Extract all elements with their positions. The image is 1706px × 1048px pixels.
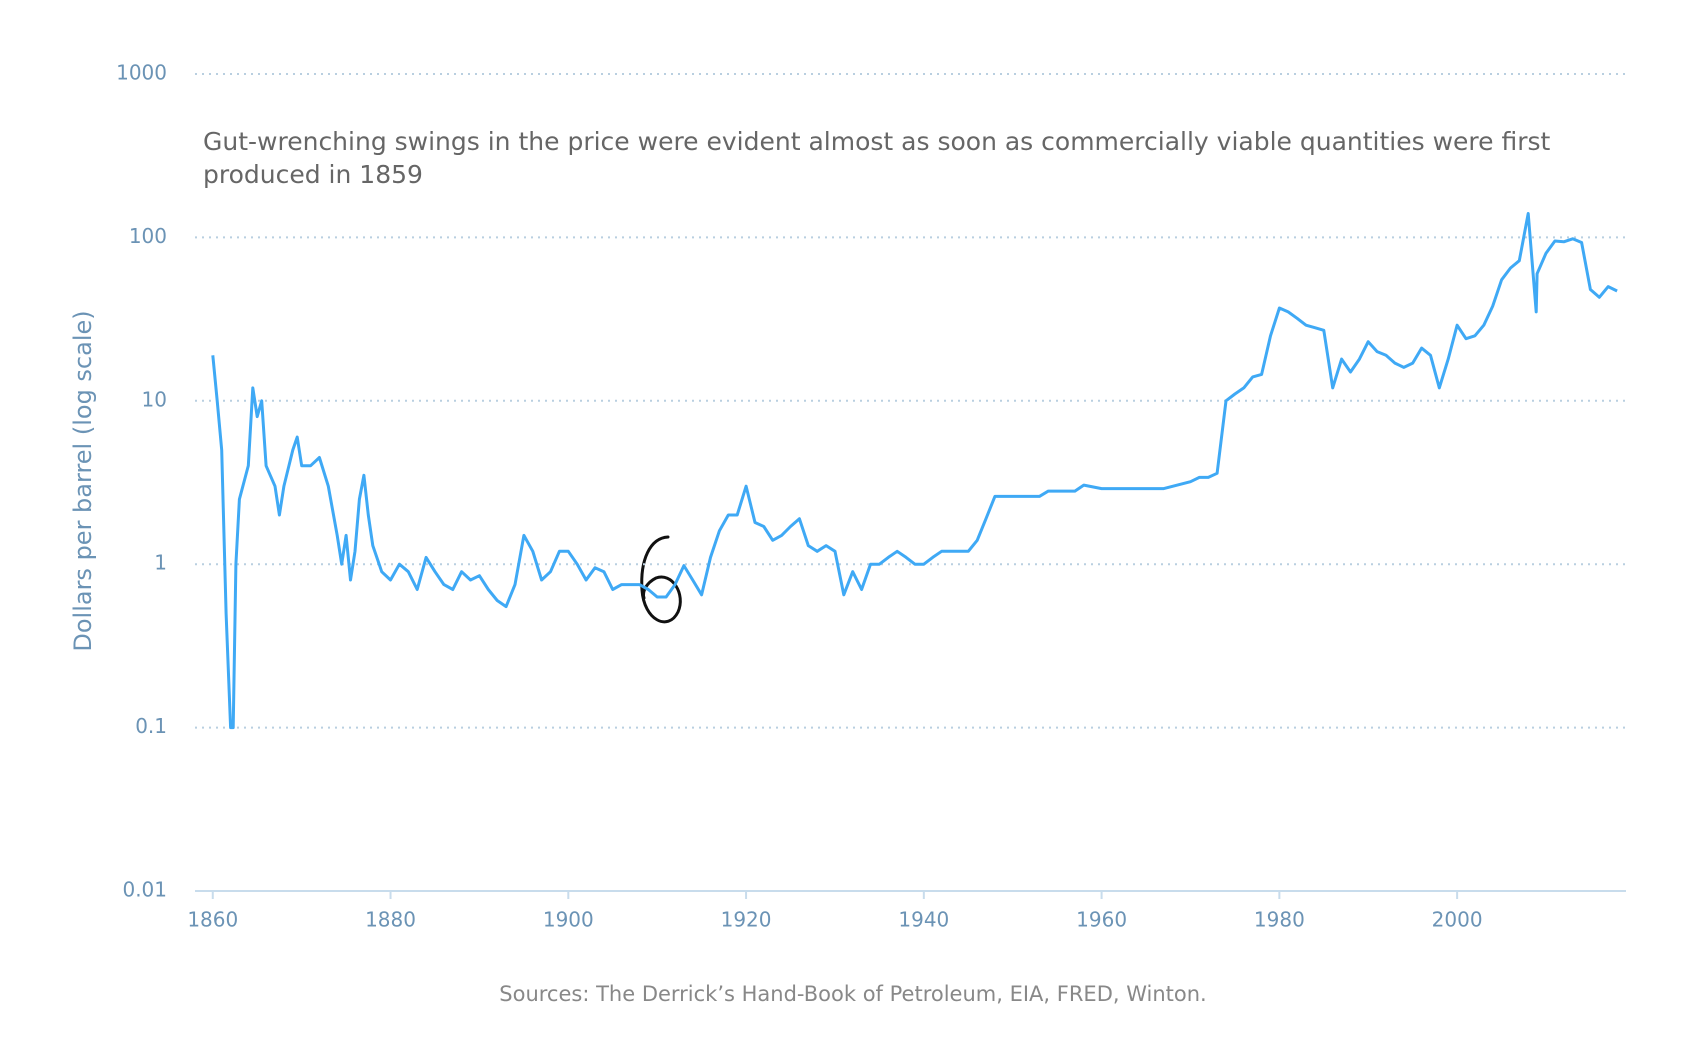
y-tick-label: 0.1	[135, 714, 167, 738]
y-tick-label: 0.01	[122, 878, 167, 902]
x-tick-label: 1960	[1076, 908, 1127, 932]
y-tick-label: 1	[154, 551, 167, 575]
x-tick-label: 1860	[187, 908, 238, 932]
y-tick-label: 1000	[116, 61, 167, 85]
x-tick-label: 1980	[1254, 908, 1305, 932]
source-note: Sources: The Derrick’s Hand-Book of Petr…	[499, 982, 1207, 1006]
x-tick-label: 1900	[543, 908, 594, 932]
y-tick-label: 100	[129, 224, 167, 248]
x-tick-label: 1920	[721, 908, 772, 932]
y-tick-label: 10	[142, 387, 167, 411]
price-line	[211, 212, 1618, 730]
x-tick-label: 1940	[898, 908, 949, 932]
x-tick-label: 2000	[1432, 908, 1483, 932]
x-tick-label: 1880	[365, 908, 416, 932]
y-axis-title: Dollars per barrel (log scale)	[69, 310, 97, 651]
annotation: Gut-wrenching swings in the price were e…	[203, 127, 1551, 189]
handwritten-scribble	[640, 535, 682, 624]
